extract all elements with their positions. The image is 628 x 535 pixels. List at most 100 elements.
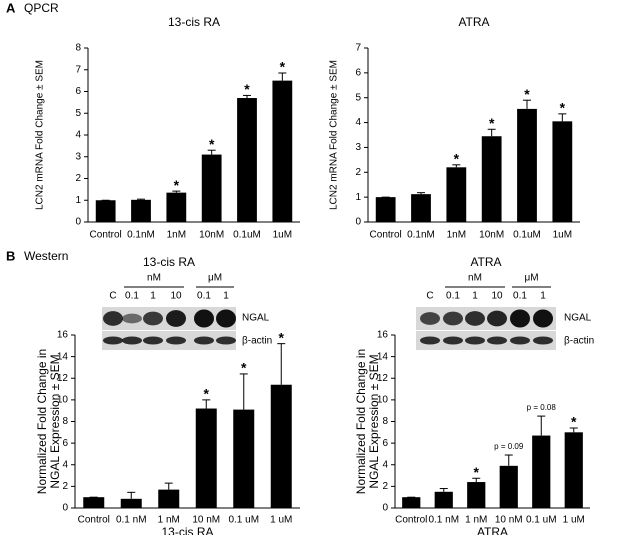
y-tick-label: 6 bbox=[355, 67, 361, 78]
bar bbox=[95, 200, 116, 222]
x-tick-label: 0.1 nM bbox=[428, 515, 459, 526]
x-tick-label: Control bbox=[395, 515, 427, 526]
lane-label: 1 bbox=[150, 291, 156, 302]
y-tick-label: 7 bbox=[355, 43, 361, 54]
bar bbox=[131, 199, 151, 222]
x-tick-label: 10 nM bbox=[192, 515, 220, 526]
annotation: * bbox=[209, 136, 215, 152]
x-tick-label: 1uM bbox=[273, 230, 292, 241]
y-tick-label: 0 bbox=[382, 503, 388, 514]
y-tick-label: 7 bbox=[75, 64, 81, 75]
blot-strip bbox=[416, 331, 556, 350]
blot-band bbox=[216, 336, 236, 345]
blot-band bbox=[143, 336, 163, 345]
blot-group: nM bbox=[147, 273, 161, 284]
x-tick-label: Control bbox=[78, 515, 110, 526]
annotation: * bbox=[560, 100, 566, 116]
band-label: β-actin bbox=[564, 336, 594, 347]
bar bbox=[467, 482, 486, 508]
y-tick-label: 0 bbox=[62, 503, 68, 514]
annotation: * bbox=[280, 59, 286, 75]
x-axis-label: ATRA bbox=[477, 525, 508, 535]
lane-label: 1 bbox=[472, 291, 478, 302]
blot-band bbox=[533, 336, 553, 345]
blot-band bbox=[443, 336, 463, 345]
bar bbox=[158, 489, 180, 508]
bar bbox=[272, 80, 293, 222]
blot-band bbox=[443, 311, 463, 326]
blot-title: 13-cis RA bbox=[143, 255, 195, 269]
blot-band bbox=[487, 310, 507, 327]
blot-band bbox=[103, 336, 123, 345]
blot-title: ATRA bbox=[470, 255, 501, 269]
lane-label: 1 bbox=[223, 291, 229, 302]
bar bbox=[499, 465, 518, 508]
blot-band bbox=[194, 309, 214, 328]
y-axis-label: Normalized Fold Change in bbox=[35, 349, 49, 494]
x-tick-label: 1 uM bbox=[270, 515, 292, 526]
panel-letter: A bbox=[6, 0, 16, 15]
annotation: * bbox=[174, 177, 180, 193]
blot-band bbox=[194, 336, 214, 345]
x-tick-label: 0.1 uM bbox=[228, 515, 259, 526]
bar bbox=[201, 154, 222, 222]
lane-label: 0.1 bbox=[446, 291, 460, 302]
annotation: * bbox=[489, 115, 495, 131]
chart-title: 13-cis RA bbox=[168, 15, 220, 29]
x-axis-label: 13-cis RA bbox=[161, 525, 213, 535]
y-axis-label: Normalized Fold Change in bbox=[354, 349, 368, 494]
y-tick-label: 16 bbox=[377, 330, 389, 341]
blot-group: nM bbox=[468, 273, 482, 284]
y-tick-label: 2 bbox=[355, 167, 361, 178]
y-tick-label: 8 bbox=[75, 43, 81, 54]
band-label: NGAL bbox=[242, 313, 270, 324]
annotation: * bbox=[279, 329, 285, 345]
y-axis-label: LCN2 mRNA Fold Change ± SEM bbox=[35, 60, 46, 210]
bar bbox=[402, 497, 421, 508]
bar bbox=[233, 409, 255, 508]
blot-band bbox=[487, 336, 507, 345]
bar bbox=[120, 498, 142, 508]
x-tick-label: 10nM bbox=[479, 230, 504, 241]
lane-label: 10 bbox=[170, 291, 182, 302]
x-tick-label: 0.1 uM bbox=[526, 515, 557, 526]
blot-band bbox=[166, 310, 186, 327]
bar bbox=[517, 108, 537, 222]
annotation: * bbox=[524, 86, 530, 102]
chart-title: ATRA bbox=[458, 15, 489, 29]
x-tick-label: 10nM bbox=[199, 230, 224, 241]
x-tick-label: 1nM bbox=[447, 230, 466, 241]
annotation: * bbox=[244, 81, 250, 97]
x-tick-label: 1uM bbox=[553, 230, 572, 241]
y-tick-label: 0 bbox=[75, 217, 81, 228]
lane-label: 0.1 bbox=[513, 291, 527, 302]
bar bbox=[237, 98, 257, 222]
y-axis-label: NGAL Expression ± SEM bbox=[367, 354, 381, 488]
blot-group: μM bbox=[524, 273, 538, 284]
lane-label: 0.1 bbox=[125, 291, 139, 302]
y-tick-label: 1 bbox=[75, 195, 81, 206]
bar bbox=[270, 384, 292, 508]
y-tick-label: 2 bbox=[62, 481, 68, 492]
x-tick-label: 1 nM bbox=[158, 515, 180, 526]
x-tick-label: 1 nM bbox=[465, 515, 487, 526]
blot-band bbox=[143, 311, 163, 326]
x-tick-label: 0.1nM bbox=[127, 230, 155, 241]
lane-label: 1 bbox=[540, 291, 546, 302]
panel-letter: B bbox=[6, 248, 15, 263]
band-label: NGAL bbox=[564, 313, 592, 324]
blot-band bbox=[420, 336, 440, 345]
y-tick-label: 4 bbox=[355, 117, 361, 128]
annotation: * bbox=[241, 360, 247, 376]
x-tick-label: Control bbox=[90, 230, 122, 241]
y-tick-label: 5 bbox=[75, 108, 81, 119]
y-tick-label: 8 bbox=[62, 416, 68, 427]
y-tick-label: 12 bbox=[57, 373, 69, 384]
y-tick-label: 4 bbox=[75, 130, 81, 141]
annotation: p = 0.09 bbox=[494, 442, 524, 451]
y-tick-label: 14 bbox=[377, 351, 389, 362]
x-tick-label: Control bbox=[370, 230, 402, 241]
y-tick-label: 4 bbox=[382, 459, 388, 470]
annotation: p = 0.08 bbox=[527, 403, 557, 412]
y-tick-label: 10 bbox=[57, 395, 69, 406]
